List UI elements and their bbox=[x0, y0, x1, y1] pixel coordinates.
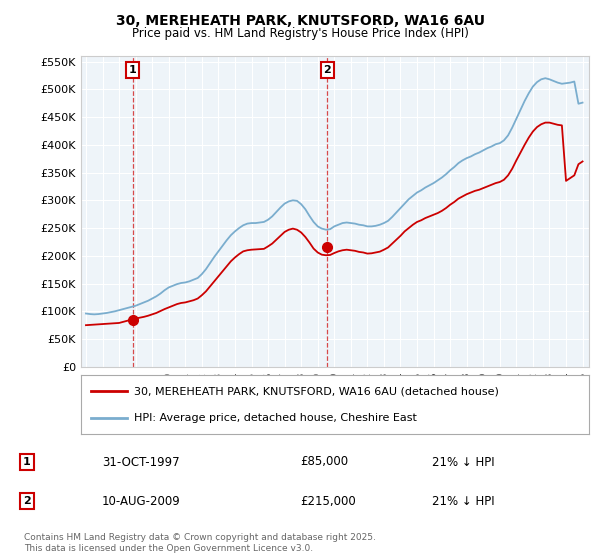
Text: 2: 2 bbox=[323, 65, 331, 75]
Text: 2: 2 bbox=[23, 496, 31, 506]
Text: Contains HM Land Registry data © Crown copyright and database right 2025.
This d: Contains HM Land Registry data © Crown c… bbox=[24, 533, 376, 553]
Text: 1: 1 bbox=[129, 65, 137, 75]
Text: 30, MEREHEATH PARK, KNUTSFORD, WA16 6AU (detached house): 30, MEREHEATH PARK, KNUTSFORD, WA16 6AU … bbox=[134, 386, 499, 396]
Text: 31-OCT-1997: 31-OCT-1997 bbox=[102, 455, 179, 469]
Text: 21% ↓ HPI: 21% ↓ HPI bbox=[432, 455, 494, 469]
Text: HPI: Average price, detached house, Cheshire East: HPI: Average price, detached house, Ches… bbox=[134, 413, 417, 423]
Text: 1: 1 bbox=[23, 457, 31, 467]
Text: 30, MEREHEATH PARK, KNUTSFORD, WA16 6AU: 30, MEREHEATH PARK, KNUTSFORD, WA16 6AU bbox=[115, 14, 485, 28]
Text: Price paid vs. HM Land Registry's House Price Index (HPI): Price paid vs. HM Land Registry's House … bbox=[131, 27, 469, 40]
Text: £215,000: £215,000 bbox=[300, 494, 356, 508]
Text: 10-AUG-2009: 10-AUG-2009 bbox=[102, 494, 181, 508]
Text: £85,000: £85,000 bbox=[300, 455, 348, 469]
Text: 21% ↓ HPI: 21% ↓ HPI bbox=[432, 494, 494, 508]
